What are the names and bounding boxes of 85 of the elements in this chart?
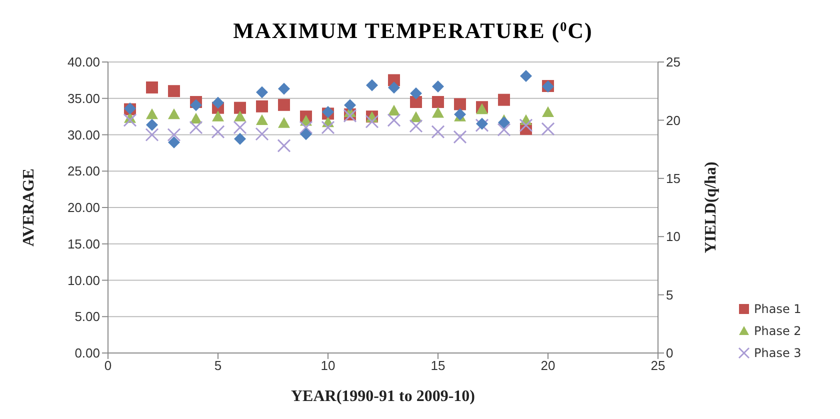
point	[256, 114, 268, 125]
point	[454, 98, 466, 110]
point	[146, 81, 158, 94]
point	[388, 82, 400, 94]
point	[278, 82, 290, 95]
point	[454, 108, 466, 120]
point	[321, 120, 335, 134]
y-tick-label: 0.00	[74, 346, 100, 361]
point	[190, 99, 202, 112]
point	[498, 94, 510, 106]
x-tick-label: 20	[540, 358, 556, 374]
point	[234, 132, 246, 145]
point	[432, 96, 444, 108]
point	[233, 120, 247, 134]
legend-label: Phase 2	[754, 324, 802, 338]
point	[498, 116, 510, 129]
point	[168, 108, 180, 120]
y2-tick-label: 25	[666, 54, 680, 70]
point	[277, 138, 291, 152]
y2-tick-label: 5	[666, 287, 674, 302]
point	[212, 110, 224, 122]
y-tick-label: 10.00	[67, 272, 100, 288]
legend-label: Phase 1	[754, 302, 802, 316]
x-tick-label: 25	[650, 358, 666, 374]
point	[146, 118, 158, 131]
point	[256, 100, 268, 112]
point	[432, 106, 444, 118]
point	[387, 113, 401, 127]
point	[145, 128, 159, 142]
y-tick-label: 5.00	[74, 309, 100, 324]
x-tick-label: 5	[214, 358, 222, 374]
legend-label: Phase 3	[754, 346, 802, 360]
point	[541, 122, 555, 136]
point	[432, 80, 444, 92]
point	[519, 118, 533, 132]
x-axis-title: YEAR(1990-91 to 2009-10)	[291, 388, 475, 405]
point	[234, 102, 246, 114]
point	[409, 119, 423, 133]
point	[167, 128, 181, 142]
x-tick-label: 0	[104, 358, 112, 374]
x-tick-label: 10	[320, 358, 336, 374]
y-tick-label: 25.00	[67, 164, 100, 179]
point	[453, 130, 467, 144]
point	[190, 112, 202, 124]
y-axis-title: AVERAGE	[20, 168, 38, 246]
point	[299, 120, 313, 134]
point	[211, 125, 225, 139]
point	[278, 117, 290, 128]
y2-axis-title: YIELD(q/ha)	[702, 162, 720, 254]
point	[475, 118, 489, 132]
y-tick-label: 20.00	[67, 200, 100, 216]
point	[365, 114, 379, 128]
point	[123, 113, 137, 127]
x-tick-label: 15	[430, 358, 446, 374]
point	[278, 98, 290, 111]
point	[410, 111, 422, 122]
point	[212, 96, 224, 109]
point	[146, 108, 158, 120]
point	[189, 120, 203, 134]
point	[255, 127, 269, 141]
y-tick-label: 15.00	[67, 236, 100, 252]
point	[234, 110, 246, 122]
point	[410, 96, 422, 108]
y-tick-label: 30.00	[67, 127, 100, 142]
y2-tick-label: 10	[666, 229, 680, 244]
point	[300, 128, 312, 140]
point	[256, 86, 268, 98]
y2-tick-label: 0	[666, 346, 674, 361]
point	[410, 87, 422, 100]
point	[168, 136, 180, 148]
point	[497, 122, 511, 136]
y-tick-label: 40.00	[67, 54, 100, 70]
y2-tick-label: 20	[666, 112, 680, 128]
y-tick-label: 35.00	[67, 90, 100, 106]
point	[542, 106, 554, 117]
point	[431, 125, 445, 139]
point	[520, 70, 532, 82]
chart-title: MAXIMUM TEMPERATURE ($^{0}$C)	[233, 18, 593, 43]
point	[344, 99, 356, 112]
point	[343, 109, 357, 123]
y2-tick-label: 15	[666, 171, 680, 186]
point	[476, 118, 488, 130]
point	[366, 79, 378, 92]
point	[168, 85, 180, 98]
point	[388, 104, 400, 116]
